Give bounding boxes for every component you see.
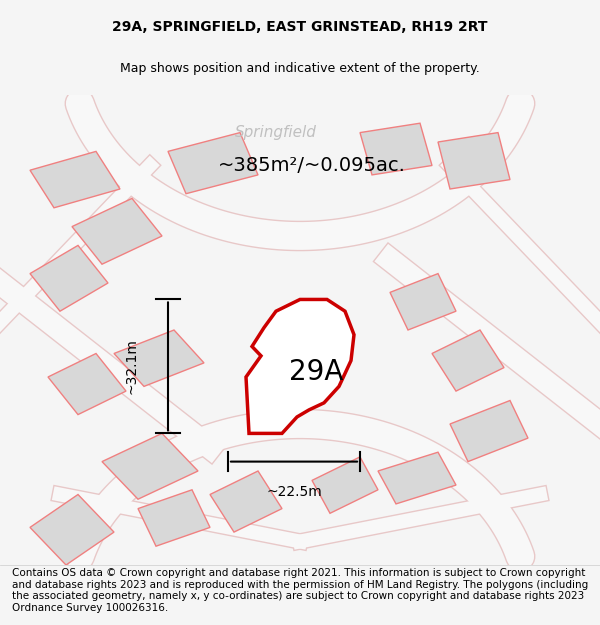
Polygon shape (438, 132, 510, 189)
Polygon shape (30, 246, 108, 311)
Polygon shape (378, 452, 456, 504)
Polygon shape (114, 330, 204, 386)
Text: Springfield: Springfield (235, 125, 317, 140)
Text: ~22.5m: ~22.5m (266, 485, 322, 499)
Text: 29A: 29A (289, 358, 344, 386)
Text: 29A, SPRINGFIELD, EAST GRINSTEAD, RH19 2RT: 29A, SPRINGFIELD, EAST GRINSTEAD, RH19 2… (112, 19, 488, 34)
Text: Map shows position and indicative extent of the property.: Map shows position and indicative extent… (120, 62, 480, 75)
Polygon shape (102, 433, 198, 499)
Polygon shape (168, 132, 258, 194)
Polygon shape (210, 471, 282, 532)
Polygon shape (72, 198, 162, 264)
Polygon shape (30, 494, 114, 565)
Text: ~385m²/~0.095ac.: ~385m²/~0.095ac. (218, 156, 406, 175)
Polygon shape (138, 490, 210, 546)
Polygon shape (48, 354, 126, 414)
Polygon shape (390, 274, 456, 330)
Polygon shape (246, 299, 354, 433)
Text: Contains OS data © Crown copyright and database right 2021. This information is : Contains OS data © Crown copyright and d… (12, 568, 588, 612)
Polygon shape (312, 457, 378, 513)
Polygon shape (360, 123, 432, 175)
Polygon shape (432, 330, 504, 391)
Polygon shape (450, 401, 528, 462)
Polygon shape (30, 151, 120, 208)
Text: ~32.1m: ~32.1m (124, 339, 138, 394)
